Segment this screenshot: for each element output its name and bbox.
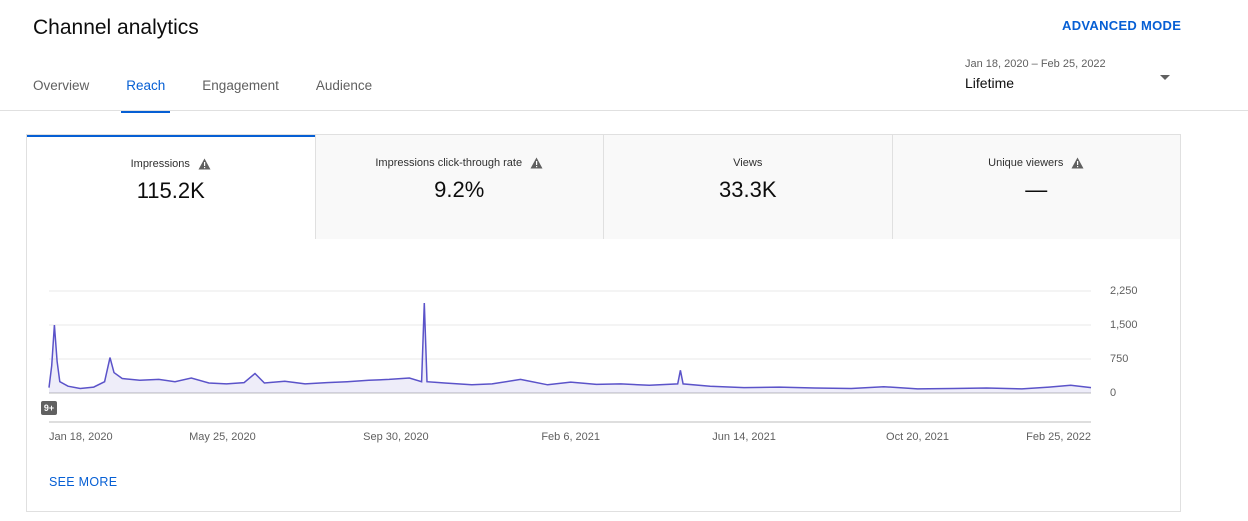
- warning-dot: [536, 166, 538, 168]
- y-tick-label: 0: [1110, 387, 1116, 399]
- see-more-link[interactable]: SEE MORE: [49, 475, 118, 489]
- metric-value: 9.2%: [434, 177, 485, 202]
- x-tick-label: Jun 14, 2021: [712, 431, 776, 443]
- warning-icon: [530, 157, 543, 169]
- warning-bang: [536, 161, 538, 165]
- x-tick-label: Oct 20, 2021: [886, 431, 949, 443]
- y-tick-label: 2,250: [1110, 285, 1138, 297]
- metric-label-row: Unique viewers: [988, 157, 1084, 169]
- x-tick-label: Feb 25, 2022: [1026, 431, 1091, 443]
- period-selector[interactable]: Lifetime: [965, 75, 1015, 91]
- x-tick-label: Feb 6, 2021: [541, 431, 600, 443]
- warning-dot: [203, 167, 206, 169]
- tab[interactable]: Engagement: [202, 78, 279, 93]
- warning-bang: [1077, 161, 1079, 165]
- warning-dot: [1077, 166, 1079, 168]
- metric-card[interactable]: Unique viewers —: [891, 135, 1180, 239]
- panel: [26, 134, 1181, 512]
- metric-value: 33.3K: [719, 177, 777, 202]
- tab[interactable]: Reach: [121, 78, 171, 113]
- metric-label-row: Impressions click-through rate: [375, 157, 543, 169]
- metric-label: Unique viewers: [988, 157, 1064, 169]
- warning-icon: [198, 158, 211, 170]
- area: [49, 303, 1091, 393]
- warning-icon: [1071, 157, 1084, 169]
- y-tick-label: 750: [1110, 353, 1128, 365]
- warning-bang: [203, 162, 206, 166]
- tab[interactable]: Audience: [315, 78, 373, 93]
- metric-card[interactable]: Impressions click-through rate 9.2%: [314, 135, 603, 239]
- metric-label: Views: [733, 157, 763, 169]
- metric-label-row: Impressions: [131, 158, 211, 170]
- annotation-badge: [41, 401, 57, 415]
- chart: 0 750 1,500 2,250 Jan 18, 2020 May 25, 2020 Se…: [41, 285, 1138, 443]
- tab-bar: Overview Reach Engagement Audience: [33, 78, 372, 113]
- y-tick-label: 1,500: [1110, 319, 1138, 331]
- dropdown-caret[interactable]: [1159, 74, 1171, 82]
- annotation: 9+: [44, 403, 54, 413]
- tab[interactable]: Overview: [33, 78, 90, 93]
- metric-value: 115.2K: [136, 178, 205, 203]
- metric-value: —: [1025, 177, 1048, 202]
- metric-card[interactable]: Views 33.3K: [603, 135, 892, 239]
- x-tick-label: Jan 18, 2020: [49, 431, 113, 443]
- metric-label: Impressions: [130, 158, 190, 170]
- x-tick-label: Sep 30, 2020: [363, 431, 428, 443]
- divider: [0, 110, 1248, 111]
- metric-label-row: Views: [733, 157, 762, 169]
- advanced-mode-button[interactable]: ADVANCED MODE: [1062, 18, 1182, 33]
- x-tick-label: May 25, 2020: [189, 431, 256, 443]
- metric-card[interactable]: Impressions 115.2K: [27, 135, 315, 239]
- metric-cards: Impressions 115.2K Impressions click-throu…: [27, 135, 1180, 239]
- line: [48, 302, 1092, 390]
- date-range[interactable]: Jan 18, 2020 – Feb 25, 2022: [965, 58, 1106, 70]
- page-title: Channel analytics: [33, 16, 199, 39]
- metric-label: Impressions click-through rate: [375, 157, 523, 169]
